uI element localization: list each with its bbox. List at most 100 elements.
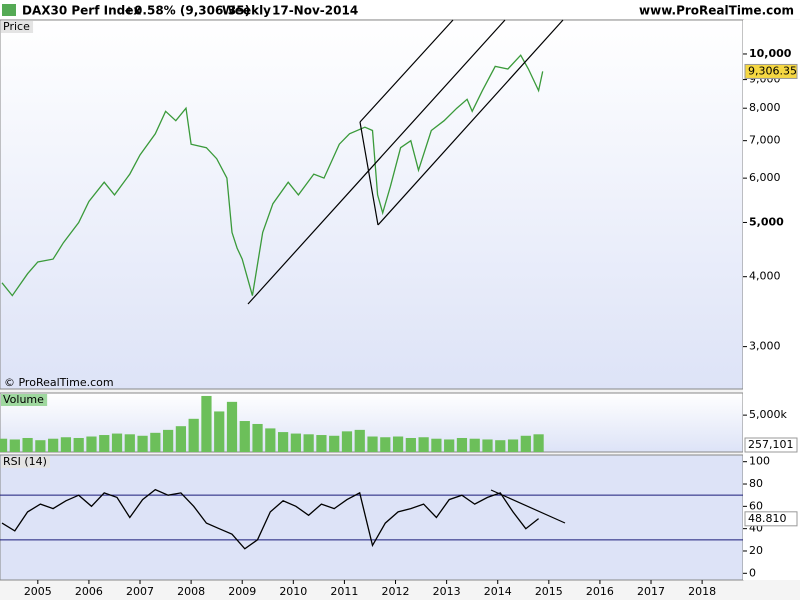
panel-label-box	[1, 394, 48, 406]
trendline	[359, 19, 454, 123]
volume-bar	[290, 433, 301, 452]
last-value-box	[744, 63, 798, 79]
volume-bar	[341, 431, 353, 452]
volume-bar	[507, 439, 519, 452]
volume-bar	[431, 438, 442, 452]
y-tick-label: 10,000	[749, 47, 792, 60]
header-change: +0.58% (9,306.35)	[124, 4, 250, 18]
x-tick-label: 2012	[382, 585, 410, 598]
x-tick-label: 2018	[688, 585, 716, 598]
series-line	[1, 54, 544, 297]
volume-bar	[380, 437, 391, 452]
trendline	[247, 19, 506, 305]
series-line	[1, 488, 540, 550]
volume-bar	[265, 428, 276, 452]
logo	[2, 4, 16, 16]
volume-bar	[175, 426, 187, 452]
volume-bar	[418, 437, 429, 452]
x-tick-label: 2015	[535, 585, 563, 598]
y-tick-label: 100	[749, 455, 770, 468]
header-title: DAX30 Perf Index	[22, 4, 141, 18]
volume-bar	[22, 437, 33, 452]
x-tick-label: 2009	[228, 585, 256, 598]
panel-label-box	[1, 456, 50, 468]
volume-bar	[303, 434, 314, 452]
x-tick-label: 2016	[586, 585, 614, 598]
volume-bar	[60, 437, 72, 452]
y-tick-label: 20	[749, 544, 763, 557]
watermark: © ProRealTime.com	[4, 376, 114, 389]
volume-bar	[277, 432, 289, 452]
volume-bar	[520, 435, 531, 452]
header-site: www.ProRealTime.com	[639, 4, 794, 18]
last-value-box	[744, 437, 798, 453]
x-tick-label: 2011	[330, 585, 358, 598]
volume-bar	[469, 438, 480, 452]
x-tick-label: 2005	[24, 585, 52, 598]
volume-bar	[239, 421, 250, 452]
trendline	[490, 489, 566, 524]
header-date: 17-Nov-2014	[272, 4, 358, 18]
header-bar	[0, 0, 800, 19]
panel-label: Volume	[3, 393, 44, 406]
volume-bar	[226, 401, 238, 452]
x-tick-label: 2010	[279, 585, 307, 598]
x-tick-label: 2013	[433, 585, 461, 598]
y-tick-label: 5,000k	[749, 408, 787, 421]
y-tick-label: 4,000	[749, 270, 781, 283]
x-tick-label: 2006	[75, 585, 103, 598]
volume-bar	[99, 435, 110, 452]
volume-bar	[354, 429, 365, 452]
panel-label: Price	[3, 20, 30, 33]
volume-bar	[214, 411, 225, 452]
trendline	[359, 121, 379, 226]
y-tick-label: 60	[749, 499, 763, 512]
x-tick-label: 2008	[177, 585, 205, 598]
volume-bar	[73, 437, 84, 452]
x-tick-label: 2007	[126, 585, 154, 598]
last-value-label: 9,306.35	[748, 64, 797, 77]
volume-bar	[9, 439, 20, 452]
last-value-box	[744, 511, 798, 527]
y-tick-label: 6,000	[749, 171, 781, 184]
volume-bar	[367, 436, 378, 452]
y-tick-label: 5,000	[749, 215, 784, 228]
volume-bar	[495, 440, 506, 452]
volume-bar	[0, 438, 8, 452]
header-period: Weekly	[222, 4, 271, 18]
volume-bar	[316, 435, 327, 452]
volume-bar	[405, 437, 416, 452]
volume-bar	[150, 432, 161, 452]
price-panel	[0, 19, 744, 390]
axis-area	[743, 20, 800, 580]
volume-bar	[482, 439, 493, 452]
volume-bar	[35, 440, 46, 452]
volume-bar	[329, 435, 340, 452]
volume-bar	[456, 437, 468, 452]
y-tick-label: 3,000	[749, 340, 781, 353]
rsi-panel	[0, 454, 744, 581]
x-tick-label: 2014	[484, 585, 512, 598]
volume-bar	[533, 434, 544, 452]
volume-bar	[392, 436, 404, 452]
volume-bar	[111, 433, 123, 452]
y-tick-label: 8,000	[749, 101, 781, 114]
last-value-label: 257,101	[748, 438, 794, 451]
last-value-label: 48.810	[748, 512, 787, 525]
volume-bar	[163, 429, 174, 452]
volume-bar	[252, 423, 263, 452]
panel-label-box	[1, 21, 34, 33]
volume-bar	[188, 418, 199, 452]
trendlines	[247, 19, 566, 524]
volume-bar	[201, 395, 212, 452]
panel-label: RSI (14)	[3, 455, 47, 468]
y-tick-label: 7,000	[749, 134, 781, 147]
volume-bar	[86, 436, 97, 452]
volume-bar	[137, 435, 148, 452]
volume-bar	[444, 439, 455, 452]
y-tick-label: 80	[749, 477, 763, 490]
y-tick-label: 0	[749, 566, 756, 579]
volume-bar	[48, 438, 59, 452]
volume-bar	[124, 434, 135, 452]
